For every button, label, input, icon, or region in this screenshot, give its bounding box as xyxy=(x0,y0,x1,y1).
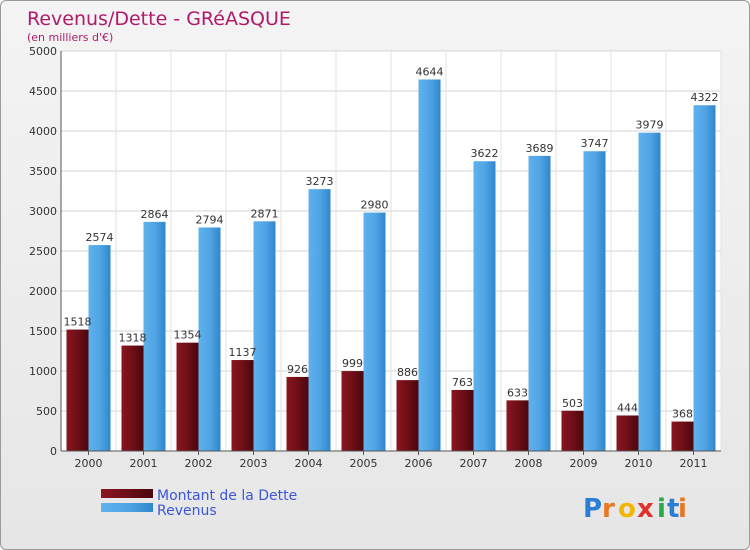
legend-label-debt: Montant de la Dette xyxy=(157,488,297,504)
x-tick-label: 2002 xyxy=(185,457,213,470)
bar-revenue-2009 xyxy=(583,151,606,452)
x-tick-label: 2005 xyxy=(350,457,378,470)
data-label-debt: 926 xyxy=(287,363,308,376)
x-tick-label: 2003 xyxy=(240,457,268,470)
data-label-revenue: 4322 xyxy=(691,91,719,104)
y-tick-label: 1500 xyxy=(29,325,57,338)
legend-swatch-revenue xyxy=(101,503,153,512)
bar-revenue-2011 xyxy=(693,105,716,452)
data-label-revenue: 2794 xyxy=(196,213,224,226)
legend-swatch-debt xyxy=(101,489,153,498)
bar-revenue-2003 xyxy=(253,221,276,451)
bar-debt-2009 xyxy=(561,410,584,451)
bar-revenue-2007 xyxy=(473,161,496,452)
y-tick-label: 1000 xyxy=(29,365,57,378)
legend-label-revenue: Revenus xyxy=(157,503,217,519)
logo-letter: o xyxy=(618,494,636,524)
x-tick-label: 2010 xyxy=(625,457,653,470)
data-label-revenue: 3747 xyxy=(581,137,609,150)
bar-revenue-2008 xyxy=(528,155,551,451)
logo-letter: i xyxy=(657,494,666,524)
bar-debt-2005 xyxy=(341,371,364,451)
bar-revenue-2006 xyxy=(418,79,441,451)
chart-title: Revenus/Dette - GRéASQUE xyxy=(27,8,291,30)
data-label-debt: 633 xyxy=(507,386,528,399)
data-label-debt: 1137 xyxy=(229,346,257,359)
y-tick-label: 0 xyxy=(50,445,57,458)
bar-debt-2011 xyxy=(671,421,694,451)
y-tick-label: 3500 xyxy=(29,165,57,178)
chart-subtitle: (en milliers d'€) xyxy=(27,31,113,44)
y-tick-label: 5000 xyxy=(29,45,57,58)
data-label-debt: 763 xyxy=(452,376,473,389)
data-label-debt: 999 xyxy=(342,357,363,370)
data-label-debt: 444 xyxy=(617,401,638,414)
bar-debt-2010 xyxy=(616,415,639,451)
x-tick-label: 2004 xyxy=(295,457,323,470)
logo-letter: x xyxy=(637,494,654,524)
y-tick-label: 2000 xyxy=(29,285,57,298)
bar-debt-2003 xyxy=(231,360,254,451)
bar-revenue-2000 xyxy=(88,245,111,451)
logo-letter: P xyxy=(583,494,602,524)
bar-debt-2008 xyxy=(506,400,529,451)
data-label-revenue: 3689 xyxy=(526,142,554,155)
data-label-revenue: 4644 xyxy=(416,65,444,78)
bar-revenue-2005 xyxy=(363,212,386,451)
data-label-debt: 503 xyxy=(562,397,583,410)
bar-debt-2002 xyxy=(176,342,199,451)
x-tick-label: 2011 xyxy=(680,457,708,470)
x-tick-label: 2009 xyxy=(570,457,598,470)
data-label-debt: 886 xyxy=(397,366,418,379)
x-tick-label: 2008 xyxy=(515,457,543,470)
data-label-debt: 1318 xyxy=(119,332,147,345)
x-tick-label: 2007 xyxy=(460,457,488,470)
logo-letter: i xyxy=(678,494,687,524)
logo-letter: r xyxy=(602,494,615,524)
legend: Montant de la Dette Revenus xyxy=(101,488,297,519)
x-tick-label: 2001 xyxy=(130,457,158,470)
data-label-revenue: 2871 xyxy=(251,207,279,220)
logo-letter: t xyxy=(667,494,679,524)
x-tick-label: 2006 xyxy=(405,457,433,470)
bar-debt-2001 xyxy=(121,345,144,451)
data-label-revenue: 3979 xyxy=(636,119,664,132)
data-label-revenue: 2864 xyxy=(141,208,169,221)
y-tick-label: 2500 xyxy=(29,245,57,258)
data-label-debt: 1518 xyxy=(64,316,92,329)
y-tick-label: 3000 xyxy=(29,205,57,218)
x-tick-label: 2000 xyxy=(75,457,103,470)
bar-debt-2006 xyxy=(396,380,419,451)
bar-revenue-2002 xyxy=(198,227,221,451)
bar-revenue-2001 xyxy=(143,221,166,451)
bar-debt-2000 xyxy=(66,329,89,451)
data-label-debt: 368 xyxy=(672,408,693,421)
bar-debt-2007 xyxy=(451,389,474,451)
data-label-revenue: 3622 xyxy=(471,147,499,160)
data-label-revenue: 2574 xyxy=(86,231,114,244)
y-tick-label: 500 xyxy=(36,405,57,418)
data-label-revenue: 3273 xyxy=(306,175,334,188)
data-label-revenue: 2980 xyxy=(361,199,389,212)
bar-revenue-2010 xyxy=(638,132,661,451)
y-tick-label: 4000 xyxy=(29,125,57,138)
data-label-debt: 1354 xyxy=(174,329,202,342)
bar-debt-2004 xyxy=(286,376,309,451)
bar-revenue-2004 xyxy=(308,189,331,451)
y-tick-label: 4500 xyxy=(29,85,57,98)
